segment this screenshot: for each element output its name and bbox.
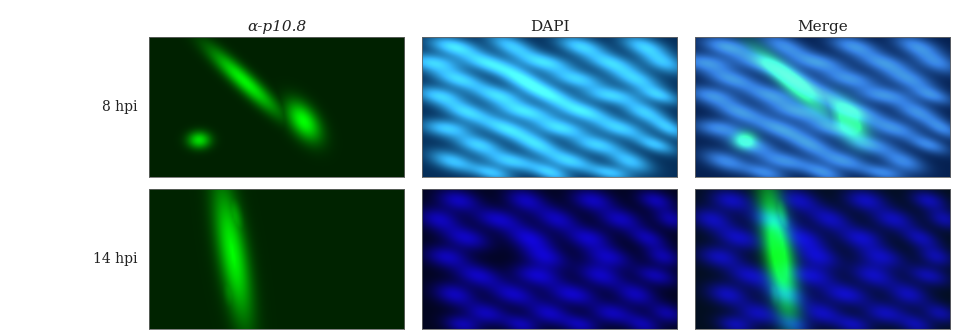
Text: α-p10.8: α-p10.8: [247, 20, 306, 34]
Text: 8 hpi: 8 hpi: [102, 100, 137, 114]
Text: Merge: Merge: [797, 20, 848, 34]
Text: 14 hpi: 14 hpi: [93, 252, 137, 266]
Text: DAPI: DAPI: [530, 20, 569, 34]
